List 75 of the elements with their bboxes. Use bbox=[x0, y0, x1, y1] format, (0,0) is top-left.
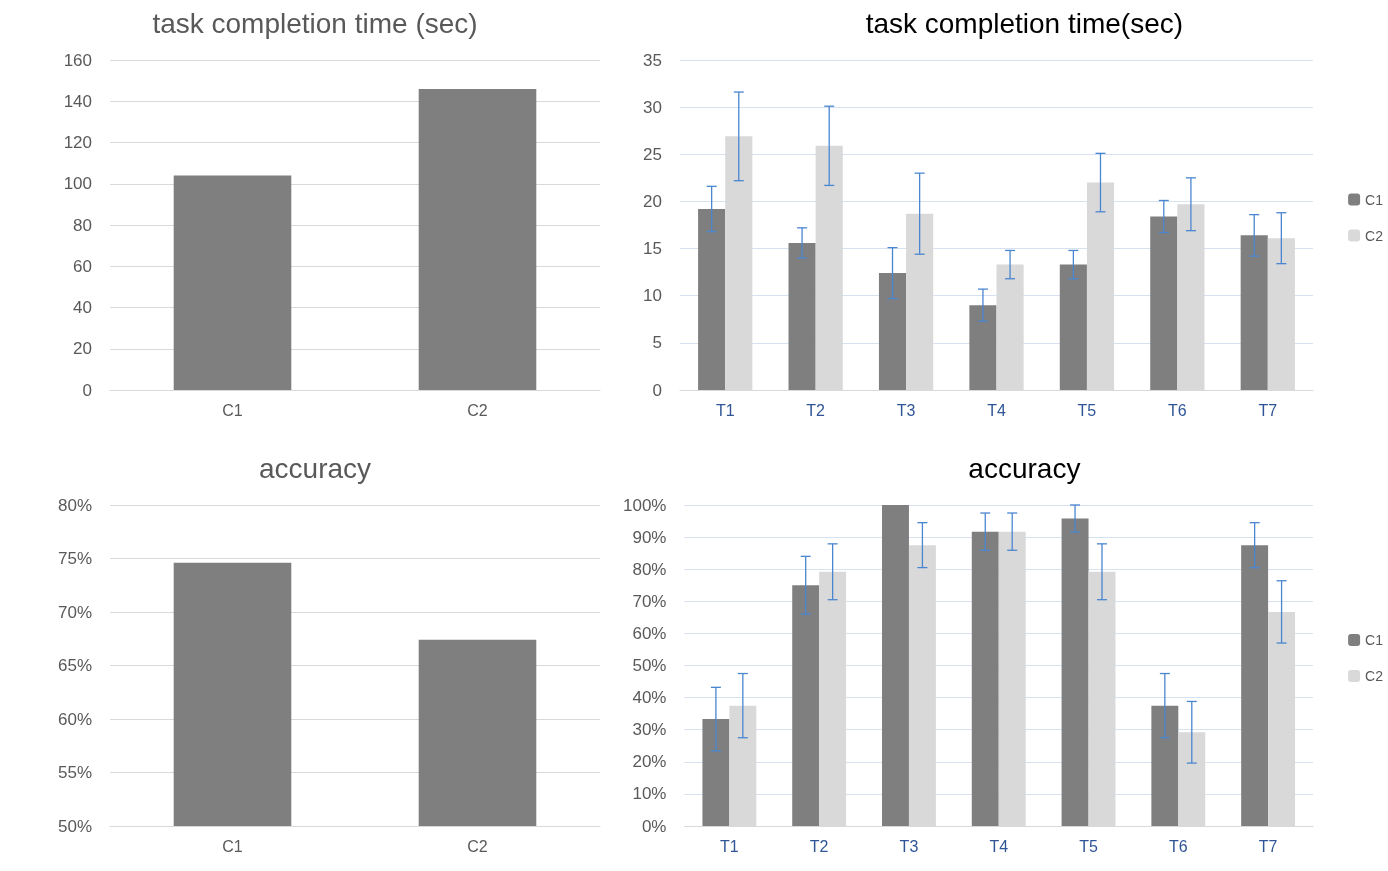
y-tick-label: 20 bbox=[73, 339, 92, 359]
x-tick-label: T4 bbox=[989, 837, 1009, 855]
y-tick-label: 30% bbox=[632, 720, 667, 740]
y-tick-label: 75% bbox=[57, 549, 92, 568]
y-tick-label: 5 bbox=[652, 333, 662, 353]
bar bbox=[882, 505, 909, 826]
legend-label: C1 bbox=[1365, 632, 1384, 648]
legend-label: C2 bbox=[1365, 227, 1384, 244]
x-tick-label: C2 bbox=[467, 401, 488, 419]
y-tick-label: 0 bbox=[82, 380, 92, 400]
y-tick-label: 30 bbox=[643, 97, 662, 117]
legend-label: C2 bbox=[1365, 668, 1384, 684]
y-tick-label: 10% bbox=[632, 784, 667, 804]
chart-title: accuracy bbox=[968, 452, 1081, 484]
x-tick-label: T1 bbox=[720, 837, 739, 855]
y-tick-label: 60% bbox=[632, 623, 667, 643]
chart-title: task completion time (sec) bbox=[152, 7, 478, 39]
x-tick-label: T5 bbox=[1077, 401, 1097, 419]
y-tick-label: 65% bbox=[57, 656, 92, 675]
x-tick-label: T3 bbox=[896, 401, 916, 419]
y-tick-label: 100% bbox=[623, 495, 667, 515]
x-tick-label: C1 bbox=[222, 837, 243, 855]
bar bbox=[788, 242, 816, 390]
y-tick-label: 60 bbox=[73, 256, 92, 276]
bar bbox=[698, 208, 726, 390]
y-tick-label: 140 bbox=[63, 91, 92, 111]
y-tick-label: 50% bbox=[632, 656, 667, 675]
y-tick-label: 80% bbox=[632, 559, 667, 579]
y-tick-label: 40% bbox=[632, 688, 667, 708]
x-tick-label: T3 bbox=[899, 837, 919, 855]
y-tick-label: 15 bbox=[643, 239, 662, 259]
y-tick-label: 90% bbox=[632, 527, 667, 547]
y-tick-label: 20% bbox=[632, 752, 667, 772]
x-tick-label: T2 bbox=[809, 837, 829, 855]
y-tick-label: 70% bbox=[632, 591, 667, 611]
x-tick-label: T2 bbox=[806, 401, 826, 419]
bar bbox=[878, 273, 907, 390]
bar bbox=[1150, 216, 1178, 390]
y-tick-label: 40 bbox=[73, 298, 92, 317]
y-tick-label: 10 bbox=[643, 286, 662, 306]
y-tick-label: 100 bbox=[63, 174, 92, 194]
bar bbox=[702, 719, 730, 826]
y-tick-label: 80 bbox=[73, 215, 92, 235]
x-tick-label: T6 bbox=[1168, 837, 1188, 855]
x-tick-label: T7 bbox=[1258, 401, 1278, 419]
bar bbox=[1241, 545, 1269, 826]
y-tick-label: 80% bbox=[57, 495, 92, 515]
bar bbox=[1240, 235, 1268, 390]
y-tick-label: 35 bbox=[643, 50, 662, 70]
y-tick-label: 20 bbox=[643, 191, 662, 211]
x-tick-label: T5 bbox=[1079, 837, 1098, 855]
y-tick-label: 25 bbox=[643, 144, 662, 164]
bar bbox=[971, 531, 999, 826]
x-tick-label: T1 bbox=[715, 401, 735, 419]
chart-title: accuracy bbox=[258, 452, 372, 484]
y-tick-label: 50% bbox=[57, 816, 92, 836]
x-tick-label: T7 bbox=[1258, 837, 1278, 855]
y-tick-label: 0 bbox=[652, 380, 662, 400]
x-tick-label: C1 bbox=[222, 401, 243, 419]
bar bbox=[1059, 264, 1087, 390]
chart-title: task completion time(sec) bbox=[865, 7, 1184, 39]
legend-label: C1 bbox=[1365, 191, 1384, 208]
bar bbox=[1151, 705, 1179, 826]
x-tick-label: C2 bbox=[467, 837, 488, 855]
bar bbox=[1061, 518, 1089, 826]
y-tick-label: 120 bbox=[63, 133, 92, 152]
bar bbox=[969, 305, 997, 390]
y-tick-label: 60% bbox=[57, 709, 92, 729]
x-tick-label: T6 bbox=[1168, 401, 1187, 419]
y-tick-label: 0% bbox=[641, 816, 667, 836]
bar bbox=[792, 585, 820, 826]
y-tick-label: 70% bbox=[57, 602, 92, 622]
y-tick-label: 55% bbox=[57, 763, 92, 782]
x-tick-label: T4 bbox=[987, 401, 1006, 419]
y-tick-label: 160 bbox=[63, 50, 92, 70]
